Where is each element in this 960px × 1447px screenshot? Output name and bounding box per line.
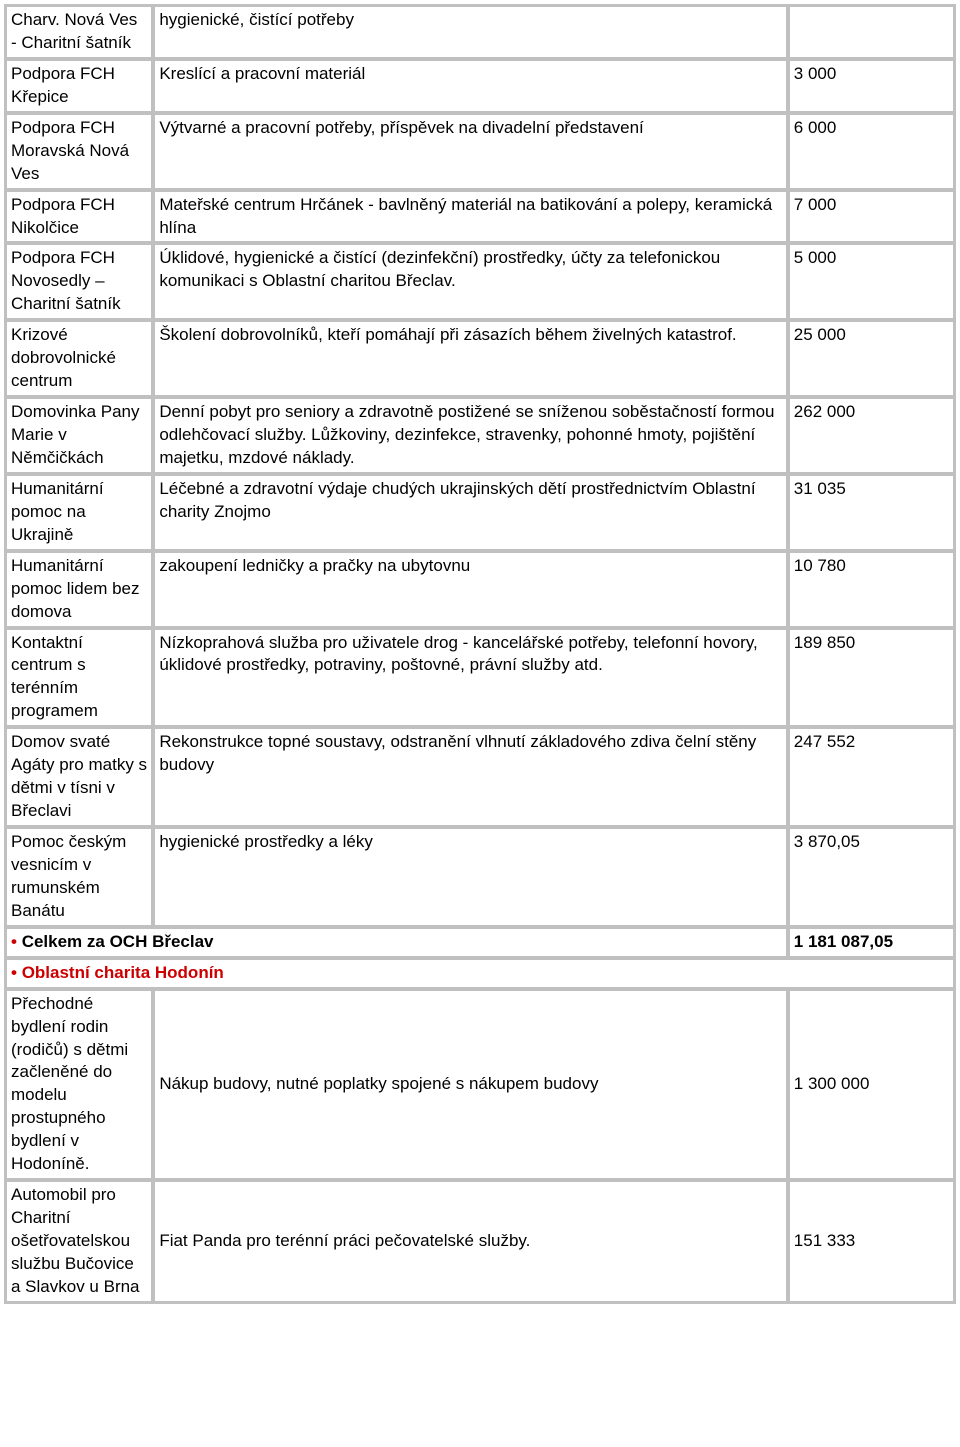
table-cell: Podpora FCH Moravská Nová Ves	[6, 114, 152, 189]
table-cell: 247 552	[789, 728, 954, 826]
table-cell: zakoupení ledničky a pračky na ubytovnu	[154, 552, 786, 627]
table-cell: Školení dobrovolníků, kteří pomáhají při…	[154, 321, 786, 396]
table-row: Charv. Nová Ves - Charitní šatníkhygieni…	[6, 6, 954, 58]
table-cell: 262 000	[789, 398, 954, 473]
total-label: Celkem za OCH Břeclav	[22, 932, 214, 951]
table-row: Podpora FCH NikolčiceMateřské centrum Hr…	[6, 191, 954, 243]
table-row: Podpora FCH Moravská Nová VesVýtvarné a …	[6, 114, 954, 189]
table-cell: Domov svaté Agáty pro matky s dětmi v tí…	[6, 728, 152, 826]
table-row: Domovinka Pany Marie v NěmčičkáchDenní p…	[6, 398, 954, 473]
table-row: Pomoc českým vesnicím v rumunském Banátu…	[6, 828, 954, 926]
total-row: • Celkem za OCH Břeclav1 181 087,05	[6, 928, 954, 957]
table-cell: Denní pobyt pro seniory a zdravotně post…	[154, 398, 786, 473]
table-cell: Humanitární pomoc lidem bez domova	[6, 552, 152, 627]
table-cell: Pomoc českým vesnicím v rumunském Banátu	[6, 828, 152, 926]
table-cell: 1 181 087,05	[789, 928, 954, 957]
table-cell: hygienické, čistící potřeby	[154, 6, 786, 58]
table-cell: Humanitární pomoc na Ukrajině	[6, 475, 152, 550]
table-cell: Úklidové, hygienické a čistící (dezinfek…	[154, 244, 786, 319]
bullet-icon: •	[11, 932, 17, 951]
table-cell: 3 870,05	[789, 828, 954, 926]
table-cell: Podpora FCH Křepice	[6, 60, 152, 112]
table-cell: 6 000	[789, 114, 954, 189]
table-cell: Charv. Nová Ves - Charitní šatník	[6, 6, 152, 58]
table-cell: Rekonstrukce topné soustavy, odstranění …	[154, 728, 786, 826]
table-cell: Podpora FCH Nikolčice	[6, 191, 152, 243]
table-cell: 10 780	[789, 552, 954, 627]
table-cell: hygienické prostředky a léky	[154, 828, 786, 926]
table-cell: 7 000	[789, 191, 954, 243]
table-cell: Kontaktní centrum s terénním programem	[6, 629, 152, 727]
table-cell: Výtvarné a pracovní potřeby, příspěvek n…	[154, 114, 786, 189]
table-cell: Podpora FCH Novosedly – Charitní šatník	[6, 244, 152, 319]
bullet-icon: •	[11, 963, 17, 982]
table-cell: 189 850	[789, 629, 954, 727]
table-cell: Fiat Panda pro terénní práci pečovatelsk…	[154, 1181, 786, 1302]
table-cell: 5 000	[789, 244, 954, 319]
table-cell	[789, 6, 954, 58]
table-cell: Kreslící a pracovní materiál	[154, 60, 786, 112]
table-cell: 31 035	[789, 475, 954, 550]
table-cell: 25 000	[789, 321, 954, 396]
table-cell: Nákup budovy, nutné poplatky spojené s n…	[154, 990, 786, 1180]
table-row: Humanitární pomoc na UkrajiněLéčebné a z…	[6, 475, 954, 550]
table-row: Krizové dobrovolnické centrumŠkolení dob…	[6, 321, 954, 396]
table-row: Přechodné bydlení rodin (rodičů) s dětmi…	[6, 990, 954, 1180]
table-cell: Automobil pro Charitní ošetřovatelskou s…	[6, 1181, 152, 1302]
table-cell: Léčebné a zdravotní výdaje chudých ukraj…	[154, 475, 786, 550]
table-cell: • Celkem za OCH Břeclav	[6, 928, 787, 957]
section-title: Oblastní charita Hodonín	[22, 963, 224, 982]
table-cell: 3 000	[789, 60, 954, 112]
table-cell: • Oblastní charita Hodonín	[6, 959, 954, 988]
section-header-row: • Oblastní charita Hodonín	[6, 959, 954, 988]
table-row: Humanitární pomoc lidem bez domovazakoup…	[6, 552, 954, 627]
table-cell: 151 333	[789, 1181, 954, 1302]
table-cell: Krizové dobrovolnické centrum	[6, 321, 152, 396]
table-cell: Přechodné bydlení rodin (rodičů) s dětmi…	[6, 990, 152, 1180]
table-cell: Domovinka Pany Marie v Němčičkách	[6, 398, 152, 473]
table-row: Podpora FCH KřepiceKreslící a pracovní m…	[6, 60, 954, 112]
data-table: Charv. Nová Ves - Charitní šatníkhygieni…	[4, 4, 956, 1304]
table-row: Domov svaté Agáty pro matky s dětmi v tí…	[6, 728, 954, 826]
table-row: Podpora FCH Novosedly – Charitní šatníkÚ…	[6, 244, 954, 319]
table-cell: Mateřské centrum Hrčánek - bavlněný mate…	[154, 191, 786, 243]
table-cell: Nízkoprahová služba pro uživatele drog -…	[154, 629, 786, 727]
table-row: Automobil pro Charitní ošetřovatelskou s…	[6, 1181, 954, 1302]
table-row: Kontaktní centrum s terénním programemNí…	[6, 629, 954, 727]
table-cell: 1 300 000	[789, 990, 954, 1180]
